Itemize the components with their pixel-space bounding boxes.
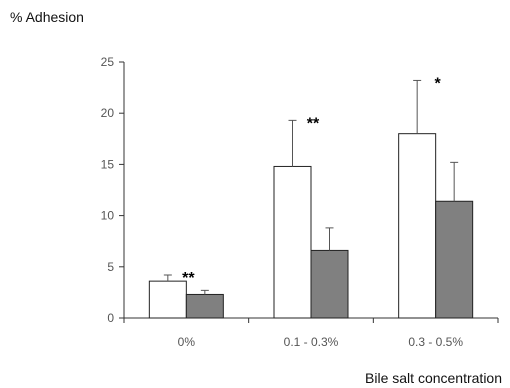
significance-label: * (435, 75, 442, 92)
y-axis-title: % Adhesion (10, 9, 84, 25)
y-tick-label: 20 (101, 106, 115, 120)
significance-label: ** (307, 115, 320, 132)
y-tick-label: 0 (107, 311, 114, 325)
x-tick-label: 0.3 - 0.5% (408, 335, 463, 349)
bar (185, 293, 224, 319)
y-tick-label: 10 (101, 209, 115, 223)
bar (148, 280, 187, 319)
y-tick-label: 5 (107, 260, 114, 274)
bar (435, 200, 474, 319)
x-tick-label: 0% (178, 335, 196, 349)
bar (398, 133, 437, 319)
y-tick-label: 25 (101, 55, 115, 69)
x-tick-label: 0.1 - 0.3% (284, 335, 339, 349)
significance-label: ** (182, 270, 195, 287)
bar (273, 165, 312, 319)
x-axis-title: Bile salt concentration (365, 370, 502, 386)
y-tick-label: 15 (101, 157, 115, 171)
bar (310, 249, 349, 319)
